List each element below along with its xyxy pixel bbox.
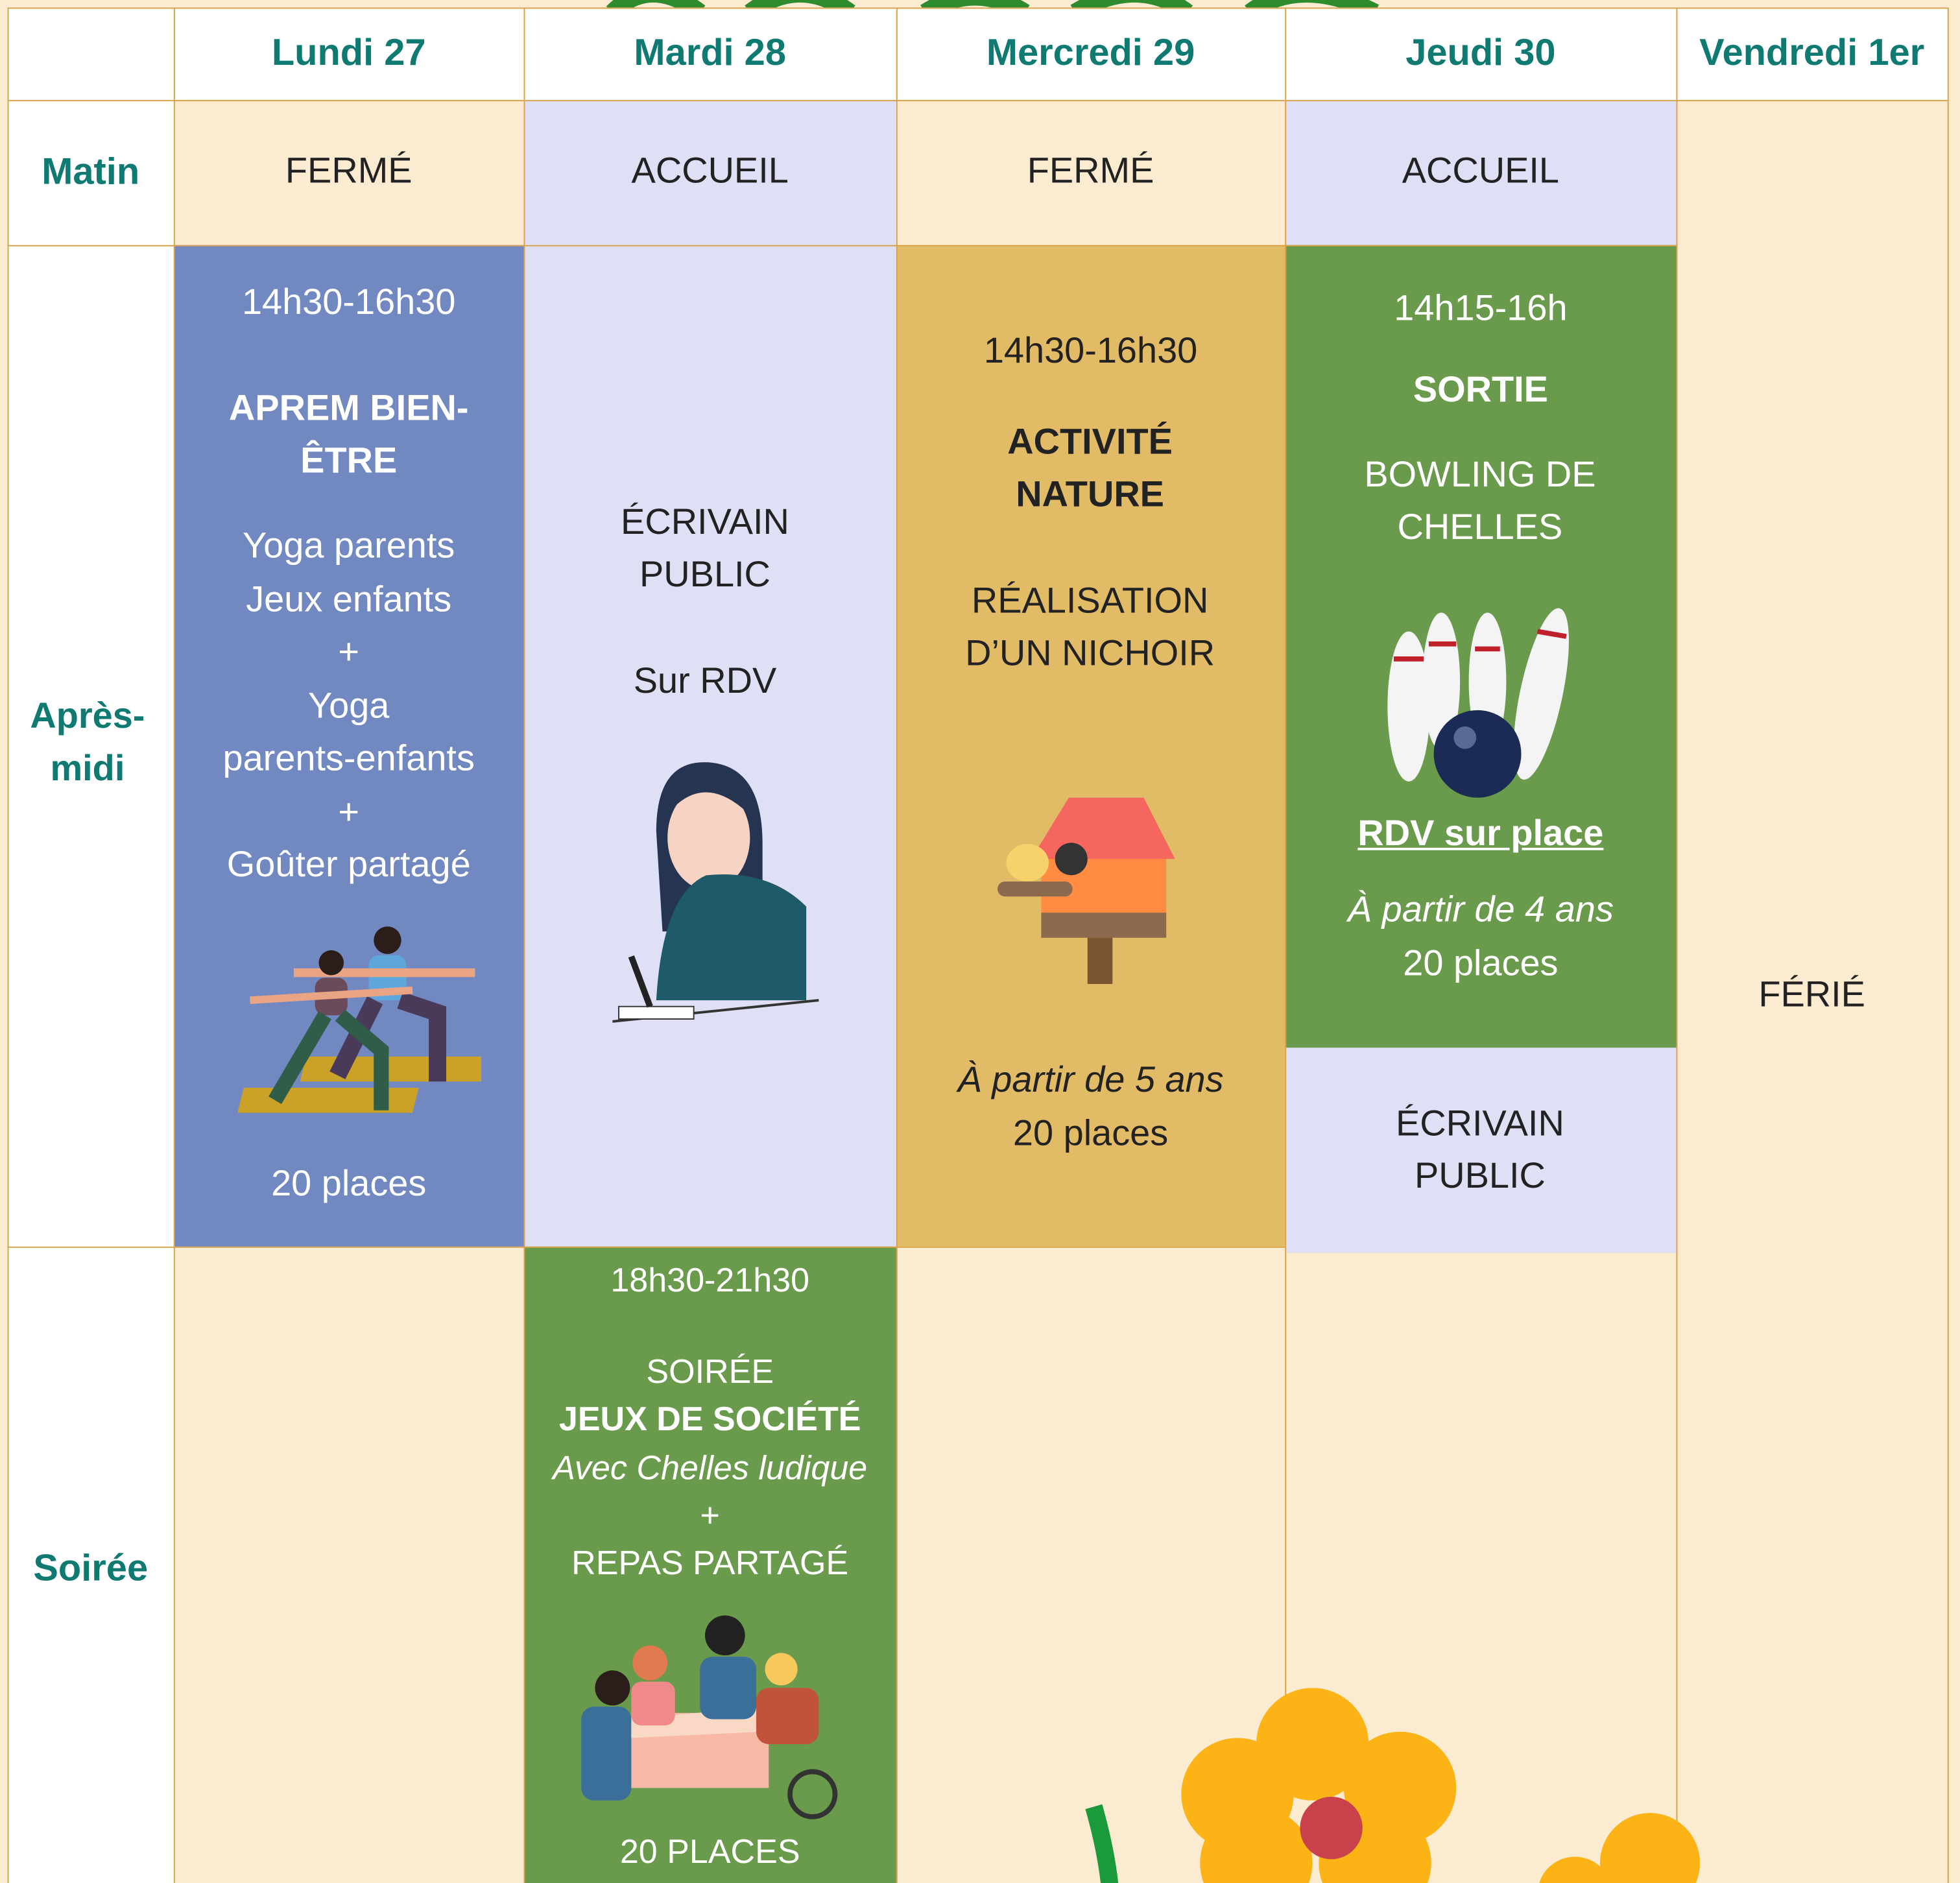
- activity-line: +: [338, 792, 360, 832]
- activity-title: SORTIE: [1413, 370, 1548, 411]
- writer-illustration: [612, 762, 819, 1023]
- cell-bg: [1285, 1048, 1677, 1253]
- grid-line: [1285, 7, 1287, 1883]
- activity-line: Yoga parents: [243, 526, 455, 567]
- note: Sur RDV: [633, 661, 777, 702]
- cell-text: FERMÉ: [285, 151, 412, 191]
- yoga-illustration: [237, 926, 482, 1113]
- day-header: Mercredi 29: [986, 32, 1195, 74]
- grid-line: [1676, 7, 1678, 1883]
- activity-title: ÉCRIVAIN PUBLIC: [621, 502, 789, 595]
- places: 20 PLACES: [619, 1832, 800, 1871]
- grid-line: [1947, 7, 1949, 1883]
- cell-text: FERMÉ: [1027, 151, 1154, 191]
- time: 14h30-16h30: [983, 331, 1198, 372]
- day-header: Lundi 27: [271, 32, 426, 74]
- header-bg: [7, 7, 1948, 101]
- cell-text: ACCUEIL: [1402, 151, 1560, 191]
- activity-line: Goûter partagé: [226, 845, 471, 885]
- activity-title: ÉCRIVAIN PUBLIC: [1395, 1104, 1564, 1197]
- grid-line: [7, 100, 1948, 102]
- row-label: Soirée: [33, 1548, 149, 1589]
- places: 20 places: [1403, 944, 1559, 985]
- grid-line: [173, 7, 175, 1883]
- cell-text: FÉRIÉ: [1758, 975, 1865, 1016]
- day-header: Jeudi 30: [1405, 32, 1556, 74]
- day-header: Vendredi 1er: [1699, 32, 1925, 74]
- time: 18h30-21h30: [610, 1261, 810, 1299]
- activity-title: APREM BIEN-ÊTRE: [228, 389, 469, 482]
- grid-line: [7, 7, 1948, 9]
- age: À partir de 4 ans: [1347, 890, 1614, 931]
- meal: REPAS PARTAGÉ: [571, 1544, 849, 1582]
- age: À partir de 5 ans: [957, 1060, 1224, 1101]
- plus: +: [700, 1496, 720, 1535]
- partner: Avec Chelles ludique: [553, 1449, 868, 1487]
- day-header: Mardi 28: [634, 32, 787, 74]
- description: RÉALISATION D’UN NICHOIR: [965, 581, 1215, 674]
- birdhouse-illustration: [997, 797, 1175, 985]
- kind: SOIRÉE: [646, 1352, 774, 1391]
- places: 20 places: [1012, 1114, 1169, 1155]
- cell-bg: [1285, 100, 1677, 245]
- cell-bg: [896, 245, 1285, 1247]
- grid-line: [523, 7, 525, 1883]
- row-label: Après-midi: [30, 696, 145, 789]
- activity-line: Jeux enfants: [246, 579, 452, 620]
- grid-line: [7, 1246, 1285, 1248]
- cell-bg: [523, 245, 896, 1247]
- flower-decoration: [1085, 1688, 1701, 1883]
- place: BOWLING DE CHELLES: [1364, 455, 1596, 548]
- cell-text: ACCUEIL: [631, 151, 789, 191]
- row-label: Matin: [42, 151, 140, 193]
- grid-line: [7, 7, 9, 1883]
- rdv: RDV sur place: [1357, 813, 1604, 854]
- time: 14h15-16h: [1394, 289, 1568, 329]
- activity-line: Yoga: [307, 686, 390, 726]
- activity-title: JEUX DE SOCIÉTÉ: [558, 1400, 861, 1438]
- label-col-bg: [7, 100, 174, 1883]
- bowling-illustration: [1387, 608, 1569, 798]
- activity-line: parents-enfants: [222, 739, 475, 779]
- cell-bg: [523, 100, 896, 245]
- grid-line: [7, 245, 1677, 246]
- grid-line: [896, 7, 898, 1883]
- time: 14h30-16h30: [241, 282, 456, 323]
- boardgame-illustration: [581, 1615, 838, 1819]
- places: 20 places: [271, 1164, 427, 1205]
- activity-title: ACTIVITÉ NATURE: [1007, 422, 1173, 516]
- activity-line: +: [338, 632, 360, 673]
